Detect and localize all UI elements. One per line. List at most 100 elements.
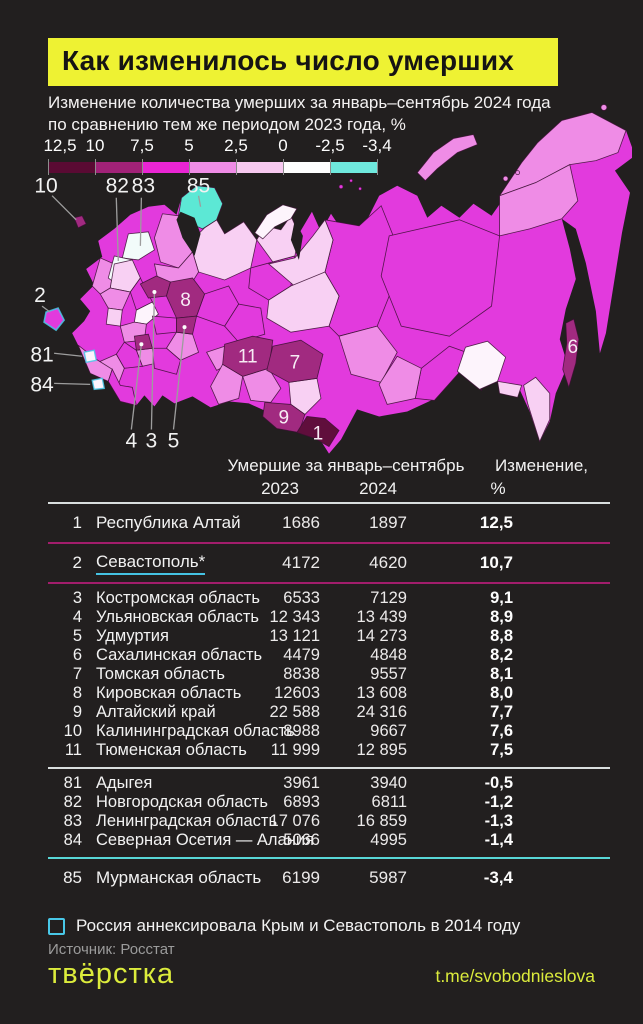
region-sverdlovsk <box>224 303 266 343</box>
regions-table: Умершие за январь–сентябрь Изменение, 20… <box>48 456 610 897</box>
region-tatarstan <box>151 315 177 335</box>
region-saratov <box>115 341 143 369</box>
region-stavropol <box>107 368 137 406</box>
table-row: 3 Костромская область 6533 7129 9,1 <box>72 589 513 607</box>
table-row: 1 Республика Алтай 1686 1897 12,5 <box>72 513 513 532</box>
divider <box>48 582 610 584</box>
legend-stop: 7,5 <box>130 136 154 155</box>
map-callout-2: 2 <box>34 284 46 307</box>
legend-stop: 12,5 <box>43 136 77 155</box>
page-title: Как изменилось число умерших <box>48 38 558 86</box>
divider <box>48 502 610 504</box>
table-row: 4 Ульяновская область 12 343 13 439 8,9 <box>72 608 513 626</box>
col-group-header: Умершие за январь–сентябрь <box>227 456 465 475</box>
map-callout-81: 81 <box>30 343 53 366</box>
region-vladimir <box>133 301 159 325</box>
map-label-11: 11 <box>238 346 258 367</box>
region-tomsk <box>266 339 324 383</box>
legend-stop: -3,4 <box>362 136 392 155</box>
region-orenburg <box>151 347 181 375</box>
table-row: 10 Калининградская область 8988 9667 7,6 <box>63 722 513 740</box>
legend-stop: 5 <box>184 136 194 155</box>
source-credit: Источник: Росстат <box>48 941 175 958</box>
region-yakutia <box>380 219 500 337</box>
map-callout-10: 10 <box>34 175 57 198</box>
map-label-1: 1 <box>313 424 324 445</box>
table-row: 2 Севастополь* 4172 4620 10,7 <box>48 544 610 582</box>
legend-swatch <box>49 162 95 173</box>
island-novaya-zemlya <box>254 204 298 240</box>
legend-swatch <box>190 162 236 173</box>
legend-swatch <box>143 162 189 173</box>
legend-swatch <box>96 162 142 173</box>
region-khanty <box>266 271 340 333</box>
table-row: 5 Удмуртия 13 121 14 273 8,8 <box>72 627 513 645</box>
map-label-6: 6 <box>568 337 579 358</box>
annexed-region-icon <box>48 917 65 935</box>
legend-stop: 2,5 <box>224 136 248 155</box>
legend-swatch <box>284 162 330 173</box>
russia-choropleth-map: 10 82 83 85 2 81 84 4 3 5 8 11 7 9 1 6 <box>28 100 632 458</box>
legend-stop: 0 <box>278 136 288 155</box>
map-callout-85: 85 <box>187 175 210 198</box>
subtitle-line-1: Изменение количества умерших за январь–с… <box>48 93 551 112</box>
table-row: 82 Новгородская область 6893 6811 -1,2 <box>63 793 513 811</box>
legend-swatch <box>237 162 283 173</box>
divider <box>48 542 610 544</box>
region-n-ossetia <box>91 377 106 391</box>
color-scale-legend: 12,5 10 7,5 5 2,5 0 -2,5 -3,4 <box>43 136 392 180</box>
island-speck <box>502 175 509 182</box>
island-severnaya-zemlya <box>416 134 479 182</box>
map-svg: 10 82 83 85 2 81 84 4 3 5 8 11 7 9 1 6 <box>30 104 632 454</box>
table-row: 85 Мурманская область 6199 5987 -3,4 <box>63 868 513 887</box>
legend-swatch <box>331 162 377 173</box>
map-callout-82: 82 <box>106 175 129 198</box>
footnote: Россия аннексировала Крым и Севастополь … <box>48 916 520 936</box>
island-speck <box>358 186 363 191</box>
map-callout-84: 84 <box>30 373 54 396</box>
table-row: 8 Кировская область 12603 13 608 8,0 <box>72 684 513 702</box>
region-leningrad <box>121 231 155 261</box>
region-buryatia <box>378 355 422 405</box>
divider <box>48 857 610 859</box>
region-crimea <box>43 307 66 332</box>
col-change-header: Изменение, <box>494 456 588 475</box>
col-2023-header: 2023 <box>261 479 299 498</box>
table-row: 84 Северная Осетия — Алания 5066 4995 -1,4 <box>63 831 513 849</box>
region-amur <box>456 340 507 390</box>
table-row: 81 Адыгея 3961 3940 -0,5 <box>63 774 513 792</box>
region-kaliningrad <box>73 215 87 229</box>
map-callout-4: 4 <box>125 430 137 453</box>
verstka-logo: твёрстка <box>48 958 175 990</box>
island-sakhalin <box>562 318 580 389</box>
island-speck <box>349 178 354 183</box>
table-row: 9 Алтайский край 22 588 24 316 7,7 <box>72 703 513 721</box>
sevastopol-name: Севастополь* <box>88 552 230 575</box>
region-arkhangelsk <box>192 219 258 281</box>
footnote-text: Россия аннексировала Крым и Севастополь … <box>76 916 521 935</box>
table-row: 7 Томская область 8838 9557 8,1 <box>72 665 513 683</box>
legend-color-bar <box>48 159 388 175</box>
legend-labels: 12,5 10 7,5 5 2,5 0 -2,5 -3,4 <box>43 136 392 158</box>
subtitle: Изменение количества умерших за январь–с… <box>48 92 588 136</box>
region-ulyanovsk <box>133 333 153 351</box>
telegram-handle-link[interactable]: t.me/svobodnieslova <box>435 966 595 986</box>
divider <box>48 767 610 769</box>
region-altai-republic <box>296 416 340 448</box>
region-primorye <box>523 376 551 443</box>
region-jewish-ao <box>497 380 523 398</box>
region-magadan <box>499 164 579 237</box>
region-kaluga <box>105 307 123 327</box>
subtitle-line-2: по сравнению тем же периодом 2023 года, … <box>48 114 406 134</box>
region-irkutsk <box>338 325 398 383</box>
island-wrangel <box>600 104 608 111</box>
map-label-7: 7 <box>290 352 301 373</box>
map-callout-83: 83 <box>132 175 155 198</box>
map-callout-3: 3 <box>146 430 158 453</box>
region-smolensk <box>99 287 131 311</box>
region-adygea <box>83 349 98 364</box>
table-row: 6 Сахалинская область 4479 4848 8,2 <box>72 646 513 664</box>
island-speck <box>515 170 521 176</box>
map-label-8: 8 <box>180 290 191 311</box>
